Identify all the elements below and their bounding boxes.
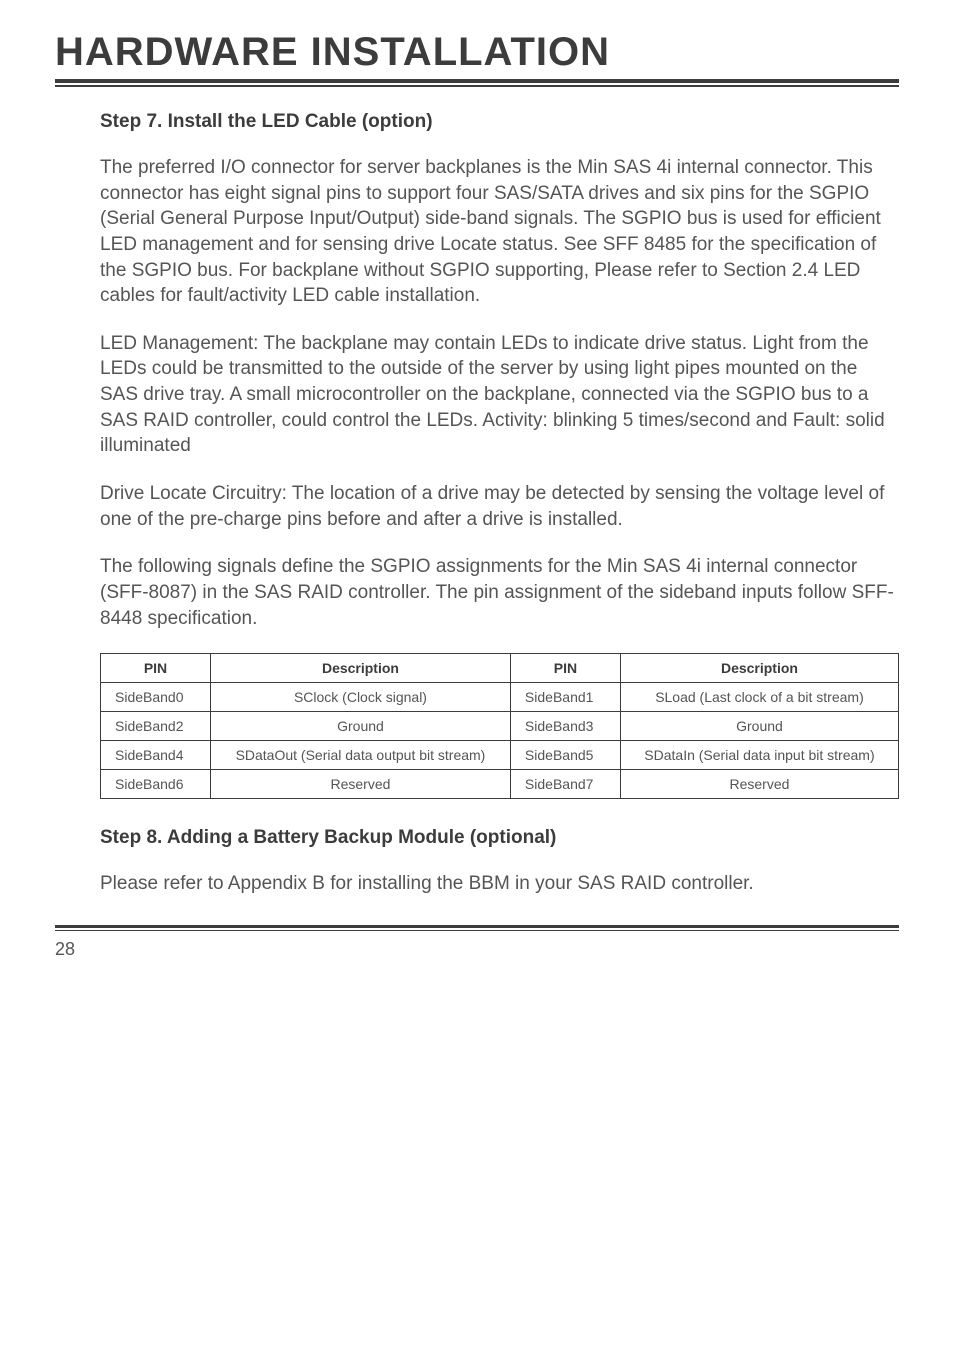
- step7-paragraph-1: The preferred I/O connector for server b…: [55, 155, 899, 309]
- table-cell: SideBand2: [101, 712, 211, 741]
- table-row: SideBand2 Ground SideBand3 Ground: [101, 712, 899, 741]
- table-header-row: PIN Description PIN Description: [101, 654, 899, 683]
- step8-paragraph-1: Please refer to Appendix B for installin…: [55, 871, 899, 897]
- step7-paragraph-3: Drive Locate Circuitry: The location of …: [55, 481, 899, 532]
- table-header: PIN: [101, 654, 211, 683]
- table-cell: SideBand3: [510, 712, 620, 741]
- table-cell: SDataIn (Serial data input bit stream): [620, 741, 898, 770]
- step7-paragraph-4: The following signals define the SGPIO a…: [55, 554, 899, 631]
- page-title: HARDWARE INSTALLATION: [55, 30, 899, 75]
- title-divider-thin: [55, 85, 899, 87]
- table-cell: SClock (Clock signal): [211, 683, 511, 712]
- step7-paragraph-2: LED Management: The backplane may contai…: [55, 331, 899, 459]
- footer-divider-thick: [55, 925, 899, 928]
- table-cell: SideBand4: [101, 741, 211, 770]
- table-row: SideBand0 SClock (Clock signal) SideBand…: [101, 683, 899, 712]
- table-header: Description: [211, 654, 511, 683]
- table-header: PIN: [510, 654, 620, 683]
- table-cell: SideBand5: [510, 741, 620, 770]
- table-cell: SideBand0: [101, 683, 211, 712]
- table-cell: SideBand7: [510, 770, 620, 799]
- title-divider-thick: [55, 79, 899, 83]
- table-cell: SLoad (Last clock of a bit stream): [620, 683, 898, 712]
- table-cell: Reserved: [620, 770, 898, 799]
- table-header: Description: [620, 654, 898, 683]
- table-cell: Ground: [211, 712, 511, 741]
- table-row: SideBand6 Reserved SideBand7 Reserved: [101, 770, 899, 799]
- step8-heading: Step 8. Adding a Battery Backup Module (…: [55, 827, 899, 849]
- table-cell: SDataOut (Serial data output bit stream): [211, 741, 511, 770]
- table-cell: SideBand1: [510, 683, 620, 712]
- table-cell: Reserved: [211, 770, 511, 799]
- table-cell: Ground: [620, 712, 898, 741]
- table-row: SideBand4 SDataOut (Serial data output b…: [101, 741, 899, 770]
- table-cell: SideBand6: [101, 770, 211, 799]
- sgpio-pin-table: PIN Description PIN Description SideBand…: [100, 653, 899, 799]
- page-number: 28: [55, 939, 899, 960]
- step7-heading: Step 7. Install the LED Cable (option): [55, 111, 899, 133]
- footer-divider-thin: [55, 930, 899, 931]
